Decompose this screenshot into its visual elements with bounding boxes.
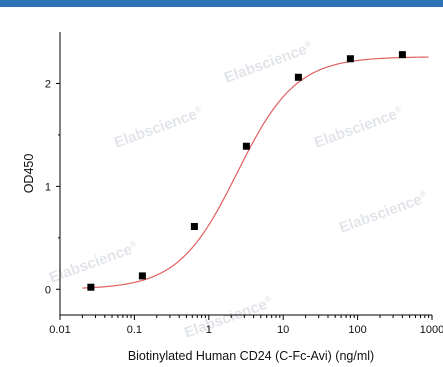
data-point bbox=[346, 55, 354, 63]
watermark-symbol: ® bbox=[129, 239, 138, 250]
x-tick-label: 10 bbox=[277, 324, 289, 336]
watermark-symbol: ® bbox=[419, 189, 428, 200]
x-tick-label: 1000 bbox=[420, 324, 443, 336]
watermark-symbol: ® bbox=[304, 39, 313, 50]
watermark-layer: Elabscience® Elabscience® Elabscience® Elab… bbox=[47, 39, 430, 342]
data-point bbox=[242, 142, 250, 150]
data-point bbox=[398, 51, 406, 59]
x-tick-label: 0.1 bbox=[127, 324, 142, 336]
x-tick-label: 0.01 bbox=[49, 324, 70, 336]
watermark-symbol: ® bbox=[394, 104, 403, 115]
watermark-text: Elabscience® bbox=[47, 239, 140, 287]
x-tick-label: 1 bbox=[206, 324, 212, 336]
dose-response-chart: Elabscience® Elabscience® Elabscience® Elab… bbox=[22, 32, 443, 363]
y-tick-label: 0 bbox=[45, 284, 51, 296]
watermark-symbol: ® bbox=[194, 104, 203, 115]
data-point bbox=[294, 73, 302, 81]
x-axis-title: Biotinylated Human CD24 (C-Fc-Avi) (ng/m… bbox=[128, 349, 374, 363]
x-tick-label: 100 bbox=[348, 324, 366, 336]
y-axis-title: OD450 bbox=[22, 154, 36, 194]
y-ticks: 0 1 2 bbox=[45, 78, 60, 296]
axes bbox=[59, 32, 432, 316]
data-point bbox=[87, 283, 95, 291]
watermark-text: Elabscience® bbox=[112, 104, 205, 152]
top-color-bar bbox=[0, 0, 443, 7]
watermark-text: Elabscience® bbox=[337, 189, 430, 237]
y-tick-label: 1 bbox=[45, 181, 51, 193]
data-point bbox=[138, 272, 146, 280]
x-ticks: 0.01 0.1 1 10 100 1000 bbox=[49, 315, 443, 336]
watermark-symbol: ® bbox=[264, 294, 273, 305]
data-points bbox=[87, 51, 406, 291]
fit-curve-line bbox=[82, 56, 429, 289]
data-point bbox=[190, 222, 198, 230]
watermark-text: Elabscience® bbox=[312, 104, 405, 152]
y-tick-label: 2 bbox=[45, 78, 51, 90]
